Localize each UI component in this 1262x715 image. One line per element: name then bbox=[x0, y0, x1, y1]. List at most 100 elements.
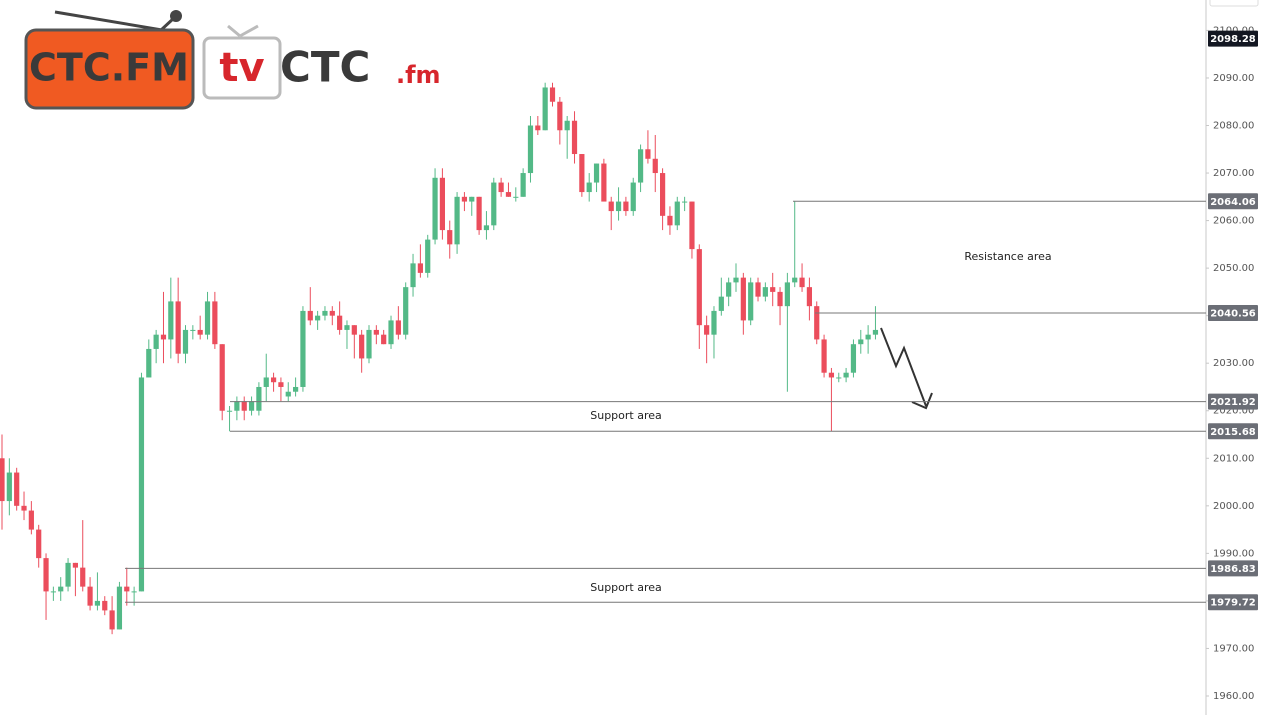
price-label-bg bbox=[1208, 594, 1258, 611]
candle-body bbox=[615, 201, 622, 212]
candle-body bbox=[388, 320, 394, 345]
candle-body bbox=[542, 87, 548, 131]
annotation: Support area bbox=[590, 409, 662, 422]
price-label-bg bbox=[1208, 305, 1258, 322]
candle-body bbox=[263, 377, 269, 387]
candle-body bbox=[131, 591, 137, 593]
candle-body bbox=[505, 192, 512, 197]
candle-body bbox=[630, 182, 636, 212]
y-tick-label: 2020.00 bbox=[1213, 406, 1254, 417]
candle-body bbox=[491, 182, 497, 226]
candle-body bbox=[586, 182, 592, 193]
candle-body bbox=[439, 177, 445, 231]
candle-body bbox=[623, 201, 629, 212]
candle-body bbox=[733, 277, 739, 283]
price-label-bg bbox=[1208, 423, 1258, 440]
candle-body bbox=[645, 149, 651, 159]
candle-body bbox=[549, 87, 556, 102]
price-label-bg bbox=[1208, 560, 1258, 577]
candle-body bbox=[843, 372, 849, 378]
candle-body bbox=[72, 562, 78, 568]
candle-body bbox=[806, 287, 812, 307]
candle-body bbox=[212, 301, 218, 345]
candle-body bbox=[50, 591, 56, 593]
candle-body bbox=[28, 510, 34, 530]
candle-body bbox=[652, 158, 658, 174]
candle-body bbox=[256, 386, 262, 411]
candle-body bbox=[300, 310, 306, 387]
candle-body bbox=[351, 325, 357, 335]
logo-fm: .fm bbox=[396, 61, 441, 89]
candle-body bbox=[814, 306, 820, 340]
y-tick-label: 1990.00 bbox=[1213, 548, 1254, 559]
candle-body bbox=[337, 315, 343, 330]
candle-body bbox=[836, 377, 842, 379]
candle-body bbox=[417, 263, 423, 273]
y-tick-label: 2000.00 bbox=[1213, 501, 1254, 512]
candle-body bbox=[315, 315, 321, 321]
candle-body bbox=[248, 401, 255, 411]
projection-arrow bbox=[880, 327, 927, 407]
candle-body bbox=[182, 329, 189, 354]
price-label: 2040.56 bbox=[1210, 309, 1256, 320]
price-label: 1979.72 bbox=[1210, 598, 1256, 609]
candle-body bbox=[219, 344, 225, 411]
candle-body bbox=[571, 120, 578, 155]
y-tick-label: 2070.00 bbox=[1213, 168, 1254, 179]
candle-body bbox=[241, 401, 247, 411]
candle-body bbox=[637, 149, 644, 183]
arrow-head bbox=[911, 392, 933, 410]
y-tick-label: 2010.00 bbox=[1213, 453, 1254, 464]
candle-body bbox=[799, 277, 805, 288]
candle-body bbox=[116, 586, 123, 630]
candle-body bbox=[608, 201, 614, 212]
last-price-label: 2098.28 bbox=[1210, 34, 1256, 45]
logo-box bbox=[24, 28, 195, 110]
logo-antenna bbox=[54, 10, 163, 32]
candle-body bbox=[520, 173, 526, 197]
candle-body bbox=[270, 377, 277, 383]
candle-body bbox=[168, 301, 174, 340]
price-label: 1986.83 bbox=[1210, 564, 1256, 575]
candle-body bbox=[770, 287, 776, 292]
candle-body bbox=[593, 163, 600, 183]
logo-tv-box bbox=[202, 36, 282, 100]
candle-body bbox=[748, 282, 754, 321]
candle-body bbox=[858, 339, 864, 345]
annotation: Support area bbox=[590, 581, 662, 594]
candle-body bbox=[344, 325, 350, 330]
candle-body bbox=[696, 249, 702, 326]
last-price-bg bbox=[1208, 30, 1258, 47]
candle-body bbox=[14, 472, 20, 506]
candle-body bbox=[278, 382, 284, 387]
candle-body bbox=[94, 600, 101, 606]
candle-body bbox=[579, 154, 585, 193]
candle-body bbox=[124, 586, 130, 592]
candle-body bbox=[359, 334, 365, 359]
candle-body bbox=[395, 320, 401, 335]
candle-body bbox=[373, 329, 379, 335]
candle-body bbox=[535, 125, 541, 131]
candle-body bbox=[36, 529, 42, 559]
candle-body bbox=[872, 329, 879, 335]
candle-body bbox=[483, 225, 490, 231]
candle-body bbox=[660, 173, 666, 216]
price-label: 2064.06 bbox=[1210, 197, 1256, 208]
logo-text: CTC.FM bbox=[29, 46, 189, 90]
candle-body bbox=[322, 310, 328, 316]
candle-body bbox=[865, 334, 871, 340]
y-tick-label: 2080.00 bbox=[1213, 121, 1254, 132]
candle-body bbox=[718, 296, 724, 311]
candle-body bbox=[366, 329, 372, 359]
logo-tv-antenna bbox=[227, 24, 259, 38]
candle-body bbox=[777, 291, 783, 307]
y-tick-label: 2050.00 bbox=[1213, 263, 1254, 274]
candle-body bbox=[447, 230, 453, 245]
candle-body bbox=[329, 310, 335, 316]
candle-body bbox=[674, 201, 680, 226]
candle-body bbox=[80, 567, 86, 587]
price-label: 2021.92 bbox=[1210, 397, 1256, 408]
candle-body bbox=[410, 263, 416, 288]
candle-body bbox=[58, 586, 64, 592]
